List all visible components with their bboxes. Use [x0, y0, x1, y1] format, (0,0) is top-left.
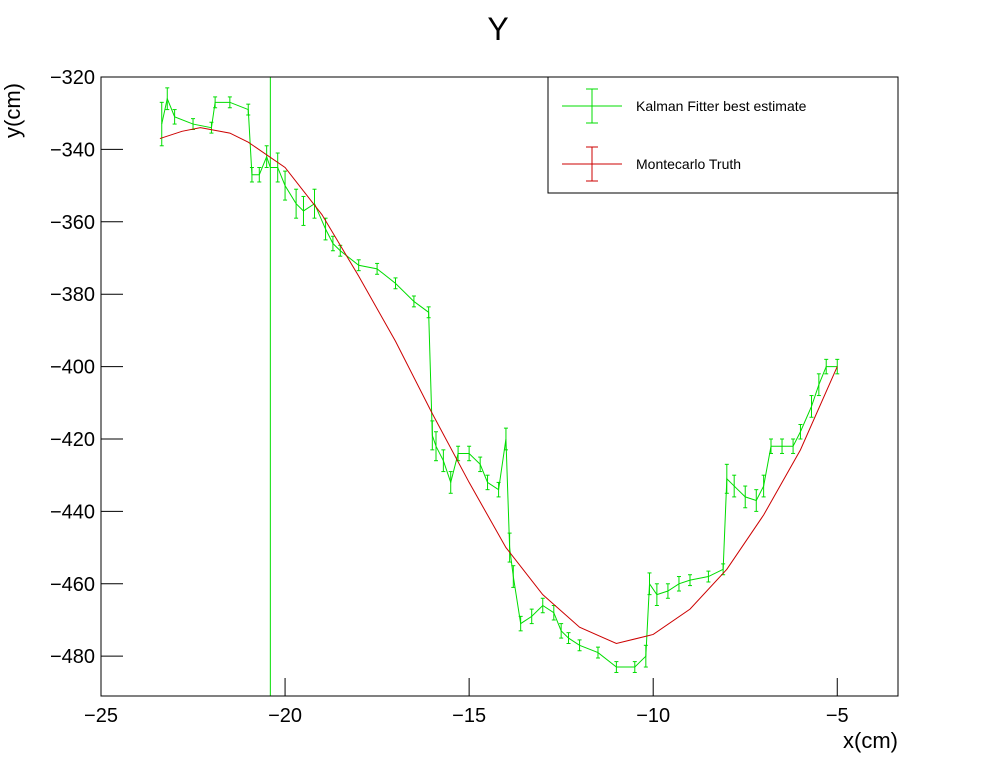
- error-bar: [467, 445, 472, 462]
- y-tick-label: −380: [50, 284, 95, 306]
- error-bar: [791, 438, 796, 454]
- error-bar: [496, 481, 501, 498]
- error-bar: [227, 96, 232, 109]
- error-bar: [676, 576, 681, 592]
- y-tick-label: −340: [50, 139, 95, 161]
- error-bar: [732, 474, 737, 498]
- error-bar: [283, 170, 288, 201]
- error-bar: [456, 445, 461, 462]
- series-line: [161, 97, 838, 668]
- error-bar: [213, 96, 218, 109]
- error-bar: [165, 87, 170, 111]
- x-tick-label: −5: [826, 705, 849, 727]
- error-bar: [768, 438, 773, 454]
- error-bar: [529, 608, 534, 625]
- error-bar: [264, 145, 269, 168]
- legend: Kalman Fitter best estimate Montecarlo Tr…: [547, 76, 899, 194]
- error-bar: [301, 195, 306, 226]
- error-bar: [433, 431, 438, 462]
- error-bar: [503, 427, 508, 451]
- error-bar: [294, 188, 299, 219]
- chart-title: Y: [487, 11, 508, 47]
- y-tick-label: −420: [50, 429, 95, 451]
- error-bar: [566, 632, 571, 645]
- x-tick-label: −15: [452, 705, 486, 727]
- error-bar: [647, 572, 652, 596]
- y-tick-label: −480: [50, 646, 95, 668]
- error-bar: [441, 449, 446, 473]
- error-bar: [430, 420, 435, 451]
- error-bar: [761, 474, 766, 498]
- x-tick-label: −25: [84, 705, 118, 727]
- error-bar: [393, 277, 398, 290]
- error-bar: [654, 583, 659, 607]
- error-bar: [540, 597, 545, 614]
- error-bar: [172, 109, 177, 125]
- axes: −320 −340 −360 −380 −400 −420 −440 −460 −480 −25 −…: [50, 67, 849, 727]
- y-axis-label: y(cm): [0, 83, 25, 138]
- y-tick-label: −360: [50, 212, 95, 234]
- legend-label: Montecarlo Truth: [636, 156, 741, 172]
- legend-box: [547, 76, 899, 194]
- error-bar: [426, 306, 431, 319]
- error-bar: [665, 583, 670, 599]
- error-bar: [375, 262, 380, 275]
- error-bar: [688, 574, 693, 587]
- error-bar: [816, 373, 821, 397]
- frame: [100, 76, 899, 697]
- x-tick-label: −10: [636, 705, 670, 727]
- error-bar: [577, 639, 582, 652]
- y-tick-label: −460: [50, 574, 95, 596]
- error-bar: [159, 101, 164, 147]
- error-bar: [824, 358, 829, 375]
- error-bar: [411, 295, 416, 308]
- error-bar: [257, 166, 262, 183]
- legend-label: Kalman Fitter best estimate: [636, 98, 807, 114]
- error-bar: [724, 463, 729, 494]
- error-bar: [448, 471, 453, 494]
- error-bar: [478, 456, 483, 473]
- error-bar: [809, 395, 814, 418]
- error-bar: [632, 661, 637, 673]
- error-bar: [275, 152, 280, 183]
- error-bar: [780, 438, 785, 454]
- error-bar: [269, 77, 271, 696]
- error-bar: [246, 103, 251, 116]
- error-bar: [312, 188, 317, 219]
- error-bar: [507, 532, 512, 563]
- error-bar: [330, 235, 335, 252]
- error-bar: [209, 121, 214, 134]
- series-line: [159, 127, 838, 645]
- error-bar: [485, 474, 490, 491]
- plot-area: [159, 77, 840, 696]
- error-bar: [706, 570, 711, 583]
- x-axis-label: x(cm): [843, 728, 898, 753]
- error-bar: [249, 166, 254, 183]
- y-tick-label: −400: [50, 357, 95, 379]
- x-tick-label: −20: [268, 705, 302, 727]
- error-bar: [743, 485, 748, 509]
- error-bar: [511, 565, 516, 588]
- error-bar: [518, 615, 523, 632]
- error-bar: [356, 259, 361, 272]
- error-bar: [595, 646, 600, 659]
- error-bar: [754, 489, 759, 512]
- error-bar: [643, 644, 648, 668]
- error-bar: [559, 623, 564, 639]
- y-tick-label: −440: [50, 501, 95, 523]
- y-tick-label: −320: [50, 67, 95, 89]
- error-bar: [798, 424, 803, 440]
- error-bar: [614, 661, 619, 673]
